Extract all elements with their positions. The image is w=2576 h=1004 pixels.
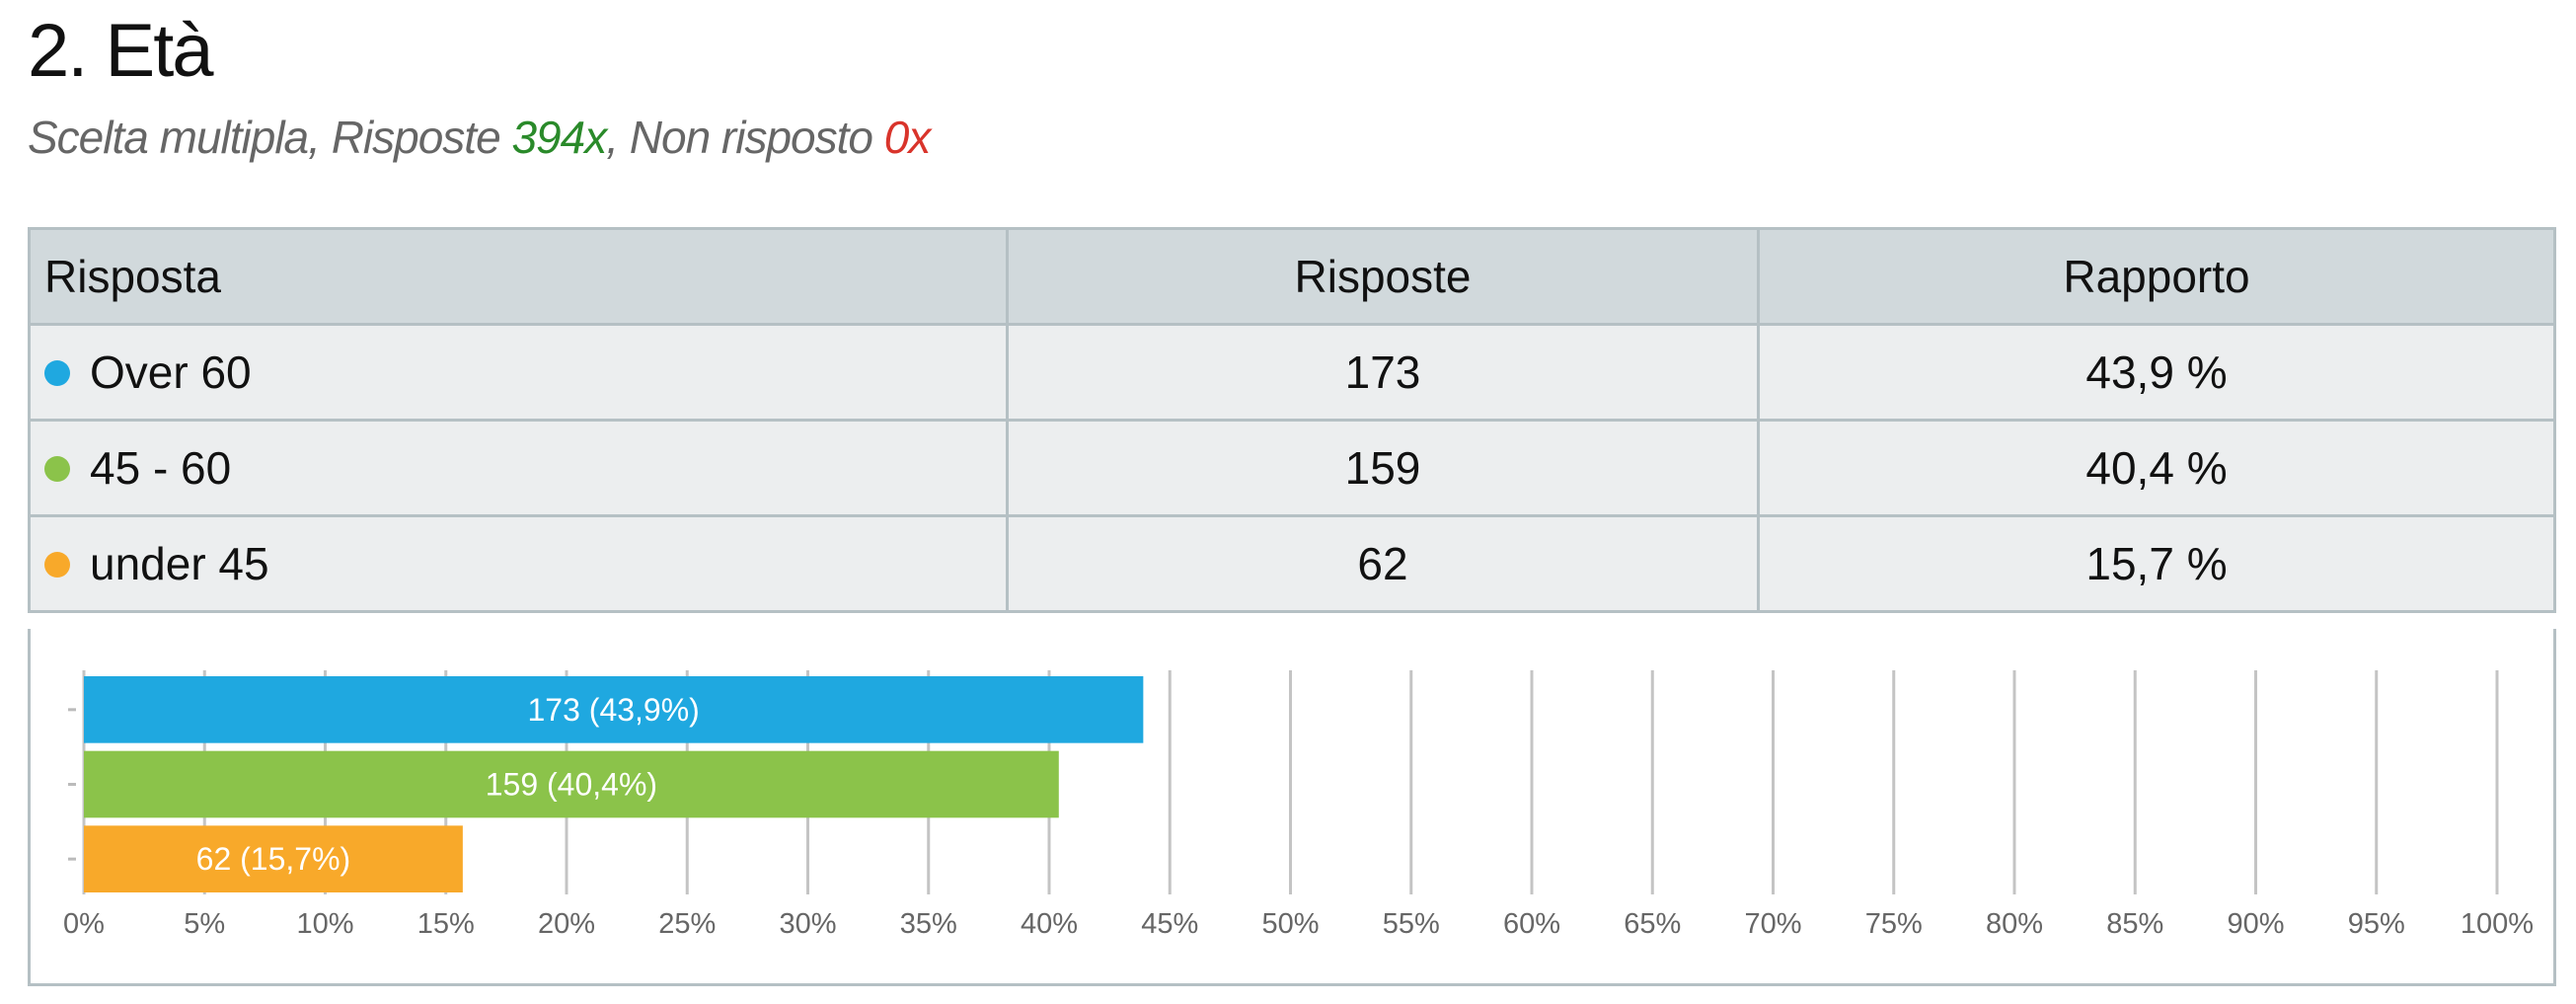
table-cell: 62: [1006, 514, 1760, 613]
x-tick-label: 60%: [1503, 908, 1560, 940]
x-tick-label: 15%: [417, 908, 475, 940]
header-row: Risposta Risposte Rapporto: [28, 227, 2556, 326]
legend-dot: [44, 359, 70, 386]
cell-text: 62: [1357, 538, 1408, 589]
chart-box: 0% 5% 10% 15% 20% 25% 30% 35% 40% 45% 50% 55% 60% 65%…: [28, 629, 2556, 986]
table-cell: 45 - 60: [28, 419, 1009, 517]
cell-text: 43,9 %: [2085, 347, 2228, 398]
table-cell: 43,9 %: [1757, 323, 2556, 422]
answered-count: 394x: [511, 112, 607, 163]
table-cell: 173: [1006, 323, 1760, 422]
subtitle: Scelta multipla, Risposte 394x, Non risp…: [28, 111, 932, 164]
table-row: Over 60 173 43,9 %: [28, 323, 2556, 422]
x-tick-label: 50%: [1261, 908, 1319, 940]
bar: [84, 825, 463, 892]
subtitle-text: , Non risposto: [606, 112, 884, 163]
x-tick-label: 55%: [1383, 908, 1440, 940]
results-table: Risposta Risposte Rapporto Over 60 173 43,…: [28, 227, 2556, 613]
cell-text: 15,7 %: [2085, 538, 2228, 589]
bar: [84, 676, 1144, 743]
cell-text: under 45: [90, 538, 269, 589]
x-tick-label: 90%: [2227, 908, 2284, 940]
bar-label: 62 (15,7%): [196, 841, 351, 877]
x-tick-label: 30%: [779, 908, 836, 940]
x-tick-label: 25%: [658, 908, 716, 940]
x-tick-label: 85%: [2106, 908, 2163, 940]
table-cell: 159: [1006, 419, 1760, 517]
x-tick-label: 20%: [538, 908, 595, 940]
subtitle-text: Scelta multipla, Risposte: [28, 112, 512, 163]
x-tick-label: 65%: [1624, 908, 1681, 940]
x-tick-label: 35%: [900, 908, 957, 940]
bar-label: 173 (43,9%): [528, 692, 700, 728]
bar-label: 159 (40,4%): [486, 767, 657, 803]
x-tick-label: 45%: [1141, 908, 1198, 940]
x-tick-label: 100%: [2461, 908, 2534, 940]
table-row: 45 - 60 159 40,4 %: [28, 419, 2556, 517]
x-tick-label: 75%: [1865, 908, 1923, 940]
table-cell: 40,4 %: [1757, 419, 2556, 517]
legend-dot: [44, 455, 70, 482]
x-tick-label: 70%: [1744, 908, 1801, 940]
cell-text: 40,4 %: [2085, 442, 2228, 494]
x-tick-label: 40%: [1021, 908, 1078, 940]
bar: [84, 750, 1059, 818]
cell-text: 45 - 60: [90, 442, 232, 494]
column-header: Risposta: [28, 227, 1009, 326]
table-cell: Over 60: [28, 323, 1009, 422]
x-tick-label: 80%: [1986, 908, 2043, 940]
x-tick-label: 95%: [2348, 908, 2405, 940]
column-header: Risposte: [1006, 227, 1760, 326]
table-row: under 45 62 15,7 %: [28, 514, 2556, 613]
chart: 0% 5% 10% 15% 20% 25% 30% 35% 40% 45% 50% 55% 60% 65%…: [63, 670, 2534, 940]
cell-text: 159: [1344, 442, 1421, 494]
column-header: Rapporto: [1757, 227, 2556, 326]
x-tick-label: 5%: [184, 908, 225, 940]
cell-text: 173: [1344, 347, 1421, 398]
table-cell: under 45: [28, 514, 1009, 613]
x-tick-label: 0%: [63, 908, 105, 940]
legend-dot: [44, 551, 70, 578]
title: 2. Età: [28, 9, 214, 93]
x-tick-label: 10%: [296, 908, 353, 940]
table-cell: 15,7 %: [1757, 514, 2556, 613]
cell-text: Over 60: [90, 347, 252, 398]
unanswered-count: 0x: [883, 112, 932, 163]
